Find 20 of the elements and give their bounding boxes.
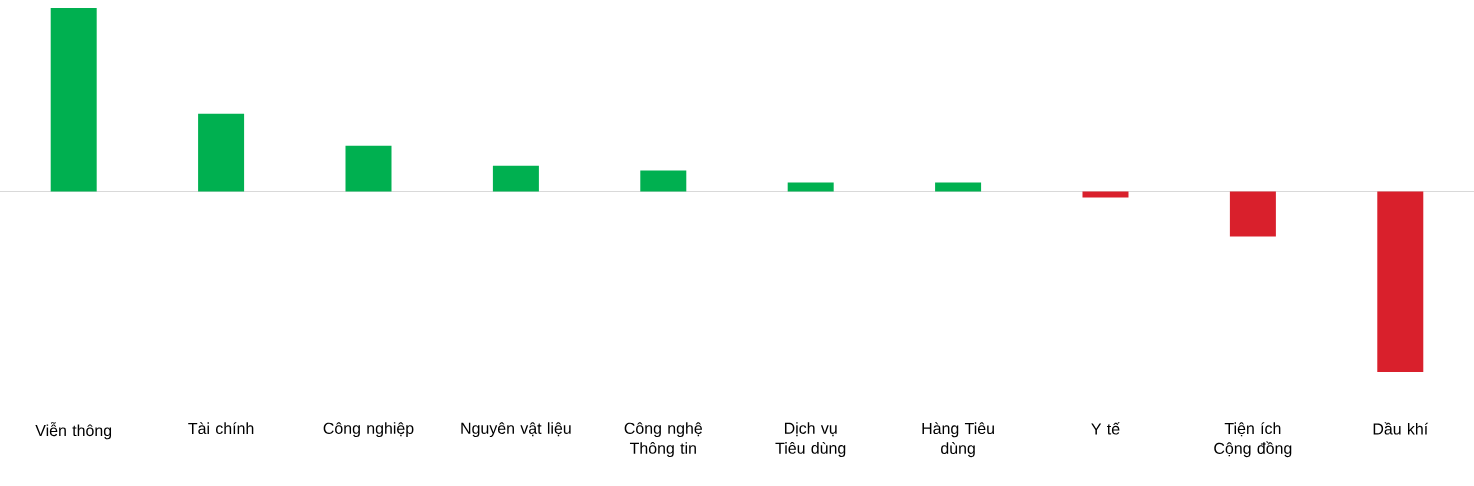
- bar: [935, 182, 982, 192]
- bar: [198, 113, 245, 192]
- x-tick-label: Y tế: [1091, 422, 1120, 435]
- bar: [345, 145, 392, 192]
- x-tick-label: Công nghệ Thông tin: [624, 422, 702, 458]
- x-tick-label: Nguyên vật liệu: [461, 422, 571, 438]
- x-tick-label: Dầu khí: [1373, 422, 1429, 435]
- x-tick-label: Dịch vụ Tiêu dùng: [775, 422, 846, 457]
- x-tick-label: Hàng Tiêu dùng: [922, 422, 994, 458]
- bar: [1377, 191, 1424, 373]
- x-tick-label: Viễn thông: [35, 422, 112, 440]
- x-tick-label: Công nghiệp: [323, 422, 414, 438]
- bar: [1229, 191, 1276, 237]
- bar: [492, 165, 539, 192]
- bar: [50, 8, 97, 192]
- x-tick-label: Tài chính: [188, 422, 254, 435]
- bar: [640, 170, 687, 192]
- bar: [787, 182, 834, 192]
- x-tick-label: Tiện ích Cộng đồng: [1214, 422, 1292, 458]
- bar: [1082, 191, 1129, 198]
